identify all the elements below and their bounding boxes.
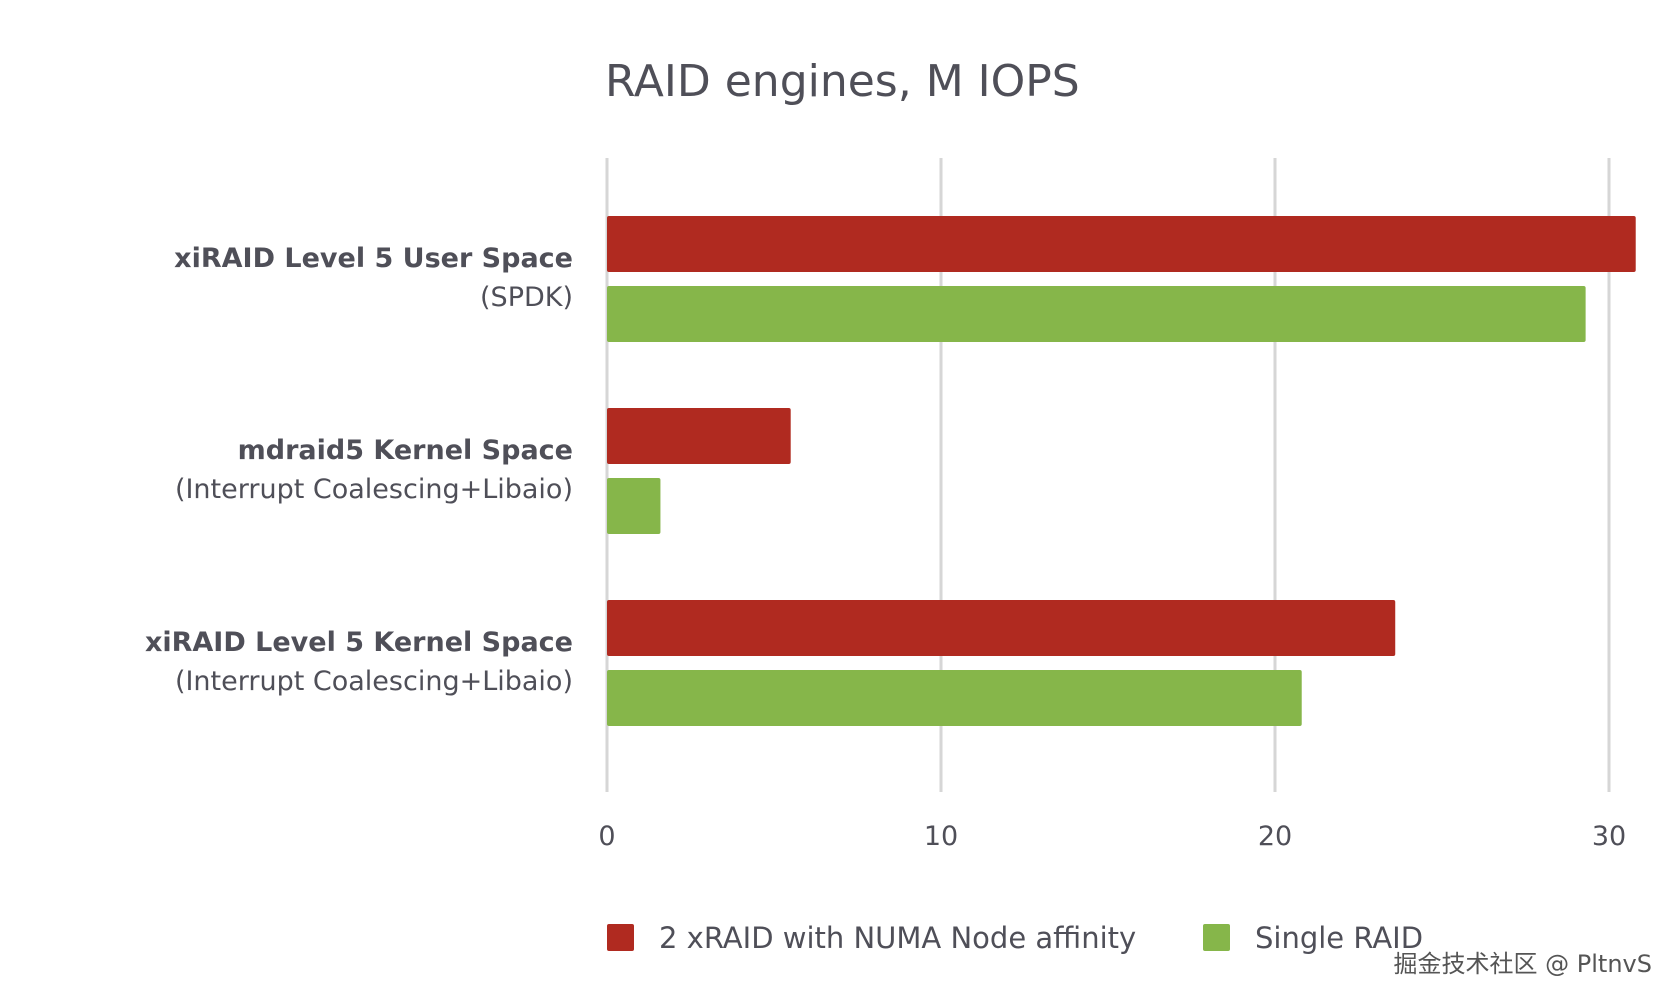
category-sublabel: (Interrupt Coalescing+Libaio) — [175, 666, 573, 697]
category-labels: xiRAID Level 5 User Space (SPDK) mdraid5 K… — [145, 243, 573, 697]
bars — [607, 216, 1636, 726]
x-tick-label: 10 — [924, 821, 958, 852]
x-tick-label: 30 — [1592, 821, 1626, 852]
legend-label: Single RAID — [1255, 921, 1423, 955]
legend: 2 xRAID with NUMA Node affinity Single RA… — [607, 921, 1423, 955]
bar-numa-1 — [607, 408, 791, 464]
x-tick-label: 0 — [598, 821, 615, 852]
x-tick-labels: 0 10 20 30 — [598, 821, 1626, 852]
bar-single-0 — [607, 286, 1586, 342]
bar-numa-0 — [607, 216, 1636, 272]
bar-single-2 — [607, 670, 1302, 726]
watermark: 掘金技术社区 @ PltnvS — [1394, 950, 1652, 978]
category-label: xiRAID Level 5 User Space — [174, 243, 573, 274]
legend-swatch — [1203, 924, 1230, 951]
legend-swatch — [607, 924, 634, 951]
category-label: xiRAID Level 5 Kernel Space — [145, 627, 573, 658]
chart-title: RAID engines, M IOPS — [605, 56, 1080, 107]
legend-label: 2 xRAID with NUMA Node affinity — [659, 921, 1136, 955]
category-sublabel: (Interrupt Coalescing+Libaio) — [175, 474, 573, 505]
x-tick-label: 20 — [1258, 821, 1292, 852]
bar-numa-2 — [607, 600, 1396, 656]
category-sublabel: (SPDK) — [480, 282, 573, 313]
category-label: mdraid5 Kernel Space — [238, 435, 573, 466]
bar-single-1 — [607, 478, 661, 534]
